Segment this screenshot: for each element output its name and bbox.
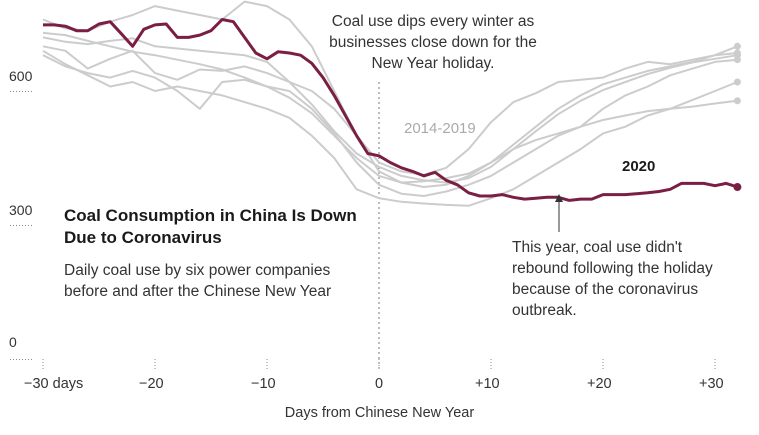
history-series-line — [42, 31, 738, 184]
history-series-endpoint — [733, 42, 741, 50]
history-series-endpoint — [733, 49, 741, 57]
history-series-endpoint — [733, 56, 741, 64]
history-series-line — [42, 54, 738, 197]
history-series-endpoint — [733, 78, 741, 86]
history-series-line — [42, 0, 738, 188]
y-tick-label: 0 — [9, 334, 17, 350]
annotation-arrow — [555, 194, 563, 232]
x-tick-label: −20 — [139, 376, 164, 392]
x-tick-label: +20 — [587, 376, 612, 392]
x-tick-label: +10 — [475, 376, 500, 392]
chart-axes — [10, 82, 716, 370]
x-axis-label: Days from Chinese New Year — [284, 405, 475, 421]
y-tick-label: 600 — [9, 68, 33, 84]
annotation-no-rebound: This year, coal use didn't rebound follo… — [512, 239, 713, 319]
chart-title: Coal Consumption in China Is Down Due to… — [64, 206, 357, 247]
x-tick-label: −30 days — [24, 376, 84, 392]
arrow-head — [555, 194, 563, 202]
y-tick-label: 300 — [9, 202, 33, 218]
line-2020 — [43, 18, 742, 202]
history-series-label: 2014-2019 — [404, 120, 476, 137]
chart-subtitle: Daily coal use by six power companies be… — [64, 262, 332, 300]
history-series-endpoint — [733, 97, 741, 105]
series-2020-endpoint — [733, 183, 742, 192]
history-series-line — [42, 45, 738, 176]
series-2020-line — [43, 18, 738, 202]
historical-lines — [42, 0, 741, 207]
x-tick-label: −10 — [251, 376, 276, 392]
annotation-winter-dip: Coal use dips every winter as businesses… — [329, 13, 537, 72]
current-series-label: 2020 — [622, 158, 656, 175]
history-series-line — [42, 36, 738, 184]
x-tick-label: 0 — [375, 376, 384, 392]
history-series-line — [42, 49, 738, 207]
x-tick-label: +30 — [699, 376, 724, 392]
